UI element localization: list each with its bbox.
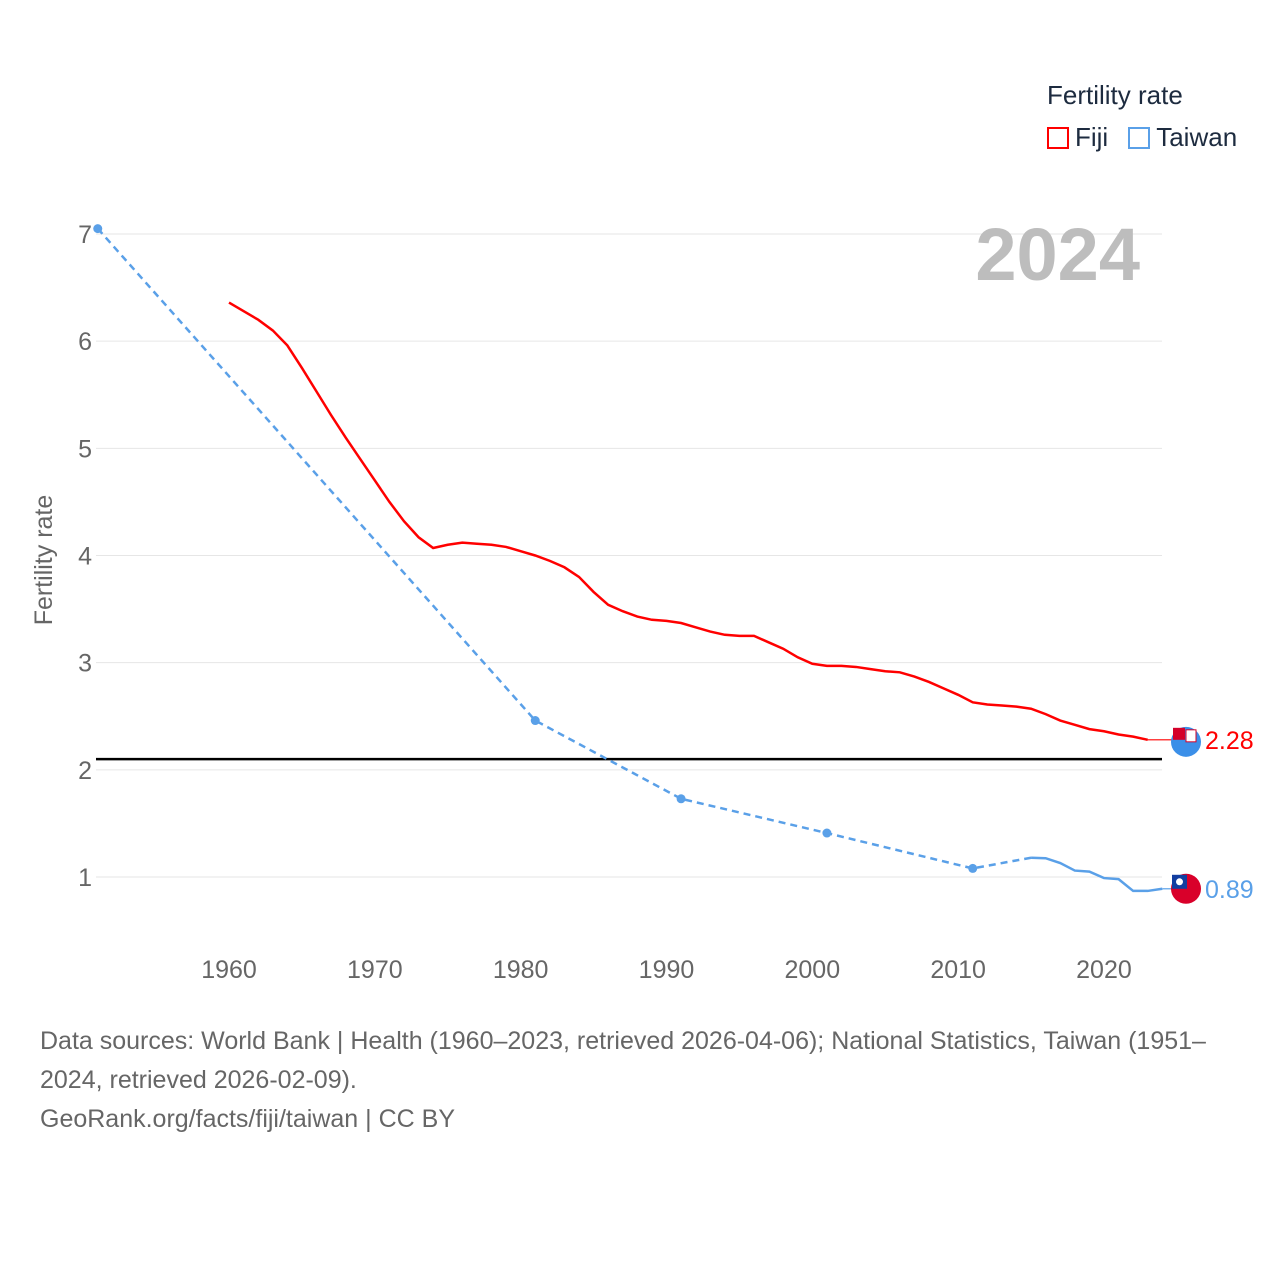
y-tick-label: 5 (78, 435, 92, 463)
y-tick-label: 1 (78, 864, 92, 892)
data-point-taiwan (530, 716, 540, 726)
footer: Data sources: World Bank | Health (1960–… (40, 1022, 1250, 1139)
end-label-fiji: 2.28 (1205, 727, 1254, 755)
legend-swatch-fiji[interactable] (1047, 126, 1069, 149)
fiji-flag-union-icon (1173, 727, 1185, 740)
end-label-taiwan: 0.89 (1205, 876, 1254, 904)
x-tick-label: 2020 (1076, 956, 1132, 984)
legend: Fiji Taiwan (1047, 122, 1237, 153)
y-axis-label: Fertility rate (30, 495, 58, 626)
y-tick-label: 2 (78, 757, 92, 785)
x-tick-label: 1970 (347, 956, 403, 984)
y-tick-label: 7 (78, 221, 92, 249)
data-point-taiwan (93, 224, 103, 234)
x-tick-label: 1960 (201, 956, 257, 984)
legend-label-taiwan[interactable]: Taiwan (1156, 122, 1238, 152)
data-sources: Data sources: World Bank | Health (1960–… (40, 1027, 1206, 1094)
x-tick-label: 2010 (930, 956, 986, 984)
legend-swatch-taiwan[interactable] (1128, 126, 1151, 149)
y-tick-label: 4 (78, 542, 92, 570)
series-line-taiwan (1031, 856, 1163, 893)
year-label: 2024 (975, 213, 1140, 296)
chart: 1 2 3 4 5 6 7 1960 1970 1980 1990 2000 2010 2020 Ferti… (30, 213, 1254, 984)
taiwan-flag-sun-icon (1176, 878, 1183, 886)
credit-link[interactable]: GeoRank.org/facts/fiji/taiwan | CC BY (40, 1105, 455, 1133)
x-tick-label: 1980 (493, 956, 549, 984)
data-point-taiwan (676, 794, 686, 804)
y-tick-label: 6 (78, 328, 92, 356)
series-line-taiwan-dashed (96, 227, 1032, 870)
series-line-fiji (228, 301, 1148, 742)
legend-title: Fertility rate (1047, 80, 1183, 110)
fiji-flag-shield-icon (1185, 729, 1197, 743)
x-tick-label: 2000 (785, 956, 841, 984)
data-point-taiwan (968, 863, 978, 873)
data-point-taiwan (822, 828, 832, 838)
y-tick-label: 3 (78, 650, 92, 678)
legend-label-fiji[interactable]: Fiji (1075, 122, 1109, 152)
x-tick-label: 1990 (639, 956, 695, 984)
